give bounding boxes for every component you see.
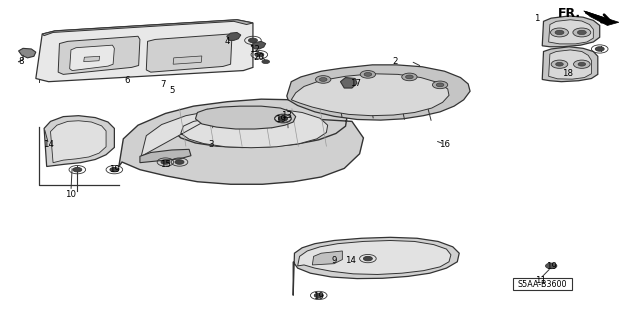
Text: FR.: FR. bbox=[557, 7, 580, 20]
Polygon shape bbox=[542, 16, 600, 47]
Polygon shape bbox=[51, 121, 106, 163]
Text: 9: 9 bbox=[332, 256, 337, 265]
Polygon shape bbox=[42, 20, 253, 36]
Text: 11: 11 bbox=[535, 276, 546, 285]
Circle shape bbox=[573, 60, 590, 68]
Circle shape bbox=[577, 30, 586, 35]
Polygon shape bbox=[195, 106, 296, 129]
Circle shape bbox=[110, 167, 119, 172]
Polygon shape bbox=[44, 116, 115, 167]
Text: 17: 17 bbox=[349, 79, 360, 88]
Circle shape bbox=[595, 47, 604, 51]
Circle shape bbox=[545, 263, 557, 269]
Polygon shape bbox=[173, 56, 202, 64]
Text: 6: 6 bbox=[124, 76, 130, 85]
Polygon shape bbox=[287, 65, 470, 120]
Text: 14: 14 bbox=[345, 256, 356, 265]
Bar bbox=[513, 278, 572, 290]
Circle shape bbox=[175, 160, 184, 164]
Text: 12: 12 bbox=[250, 45, 260, 55]
Text: 19: 19 bbox=[314, 292, 324, 301]
Polygon shape bbox=[19, 48, 36, 58]
Polygon shape bbox=[227, 33, 241, 41]
Circle shape bbox=[73, 167, 82, 172]
Text: 10: 10 bbox=[65, 190, 76, 199]
Text: 15: 15 bbox=[160, 160, 171, 169]
Polygon shape bbox=[291, 74, 449, 116]
Text: 4: 4 bbox=[225, 38, 230, 47]
Circle shape bbox=[402, 73, 417, 81]
Polygon shape bbox=[70, 45, 115, 70]
Text: 13: 13 bbox=[282, 111, 292, 120]
Text: 14: 14 bbox=[43, 140, 54, 149]
Polygon shape bbox=[251, 41, 266, 49]
Circle shape bbox=[573, 28, 591, 37]
Text: 5: 5 bbox=[169, 86, 175, 95]
Polygon shape bbox=[141, 108, 328, 156]
Circle shape bbox=[319, 78, 327, 81]
Circle shape bbox=[551, 60, 568, 68]
Polygon shape bbox=[293, 237, 460, 295]
Polygon shape bbox=[312, 251, 342, 265]
Circle shape bbox=[555, 30, 564, 35]
Polygon shape bbox=[119, 99, 364, 184]
FancyArrowPatch shape bbox=[586, 13, 610, 22]
Polygon shape bbox=[298, 241, 451, 274]
Text: 19: 19 bbox=[275, 115, 286, 124]
Polygon shape bbox=[36, 20, 253, 82]
Circle shape bbox=[556, 62, 563, 66]
Text: 20: 20 bbox=[254, 53, 265, 62]
Polygon shape bbox=[584, 11, 619, 26]
Polygon shape bbox=[140, 149, 191, 163]
Circle shape bbox=[248, 38, 257, 43]
Circle shape bbox=[360, 70, 376, 78]
Text: 18: 18 bbox=[563, 69, 573, 78]
Text: 19: 19 bbox=[109, 165, 120, 174]
Circle shape bbox=[316, 76, 331, 83]
Polygon shape bbox=[548, 50, 591, 79]
Circle shape bbox=[314, 293, 323, 298]
Circle shape bbox=[278, 117, 287, 121]
Text: 16: 16 bbox=[439, 140, 450, 149]
Circle shape bbox=[578, 62, 586, 66]
Text: 1: 1 bbox=[534, 14, 540, 23]
Text: 7: 7 bbox=[161, 80, 166, 89]
Polygon shape bbox=[147, 34, 232, 72]
Text: S5AA-B3600: S5AA-B3600 bbox=[518, 279, 567, 288]
Polygon shape bbox=[58, 36, 140, 74]
Circle shape bbox=[406, 75, 413, 79]
Text: 3: 3 bbox=[209, 140, 214, 149]
Text: 2: 2 bbox=[392, 56, 398, 65]
Circle shape bbox=[262, 60, 269, 63]
Circle shape bbox=[550, 28, 568, 37]
Circle shape bbox=[278, 116, 287, 121]
Polygon shape bbox=[542, 47, 598, 82]
Text: 19: 19 bbox=[546, 262, 557, 271]
Polygon shape bbox=[84, 56, 100, 62]
Circle shape bbox=[364, 72, 372, 76]
Polygon shape bbox=[548, 20, 593, 44]
Circle shape bbox=[436, 83, 444, 87]
Polygon shape bbox=[340, 78, 357, 88]
Circle shape bbox=[255, 52, 264, 57]
Circle shape bbox=[364, 256, 372, 261]
Circle shape bbox=[161, 160, 170, 164]
Text: 8: 8 bbox=[19, 56, 24, 65]
Circle shape bbox=[433, 81, 448, 89]
